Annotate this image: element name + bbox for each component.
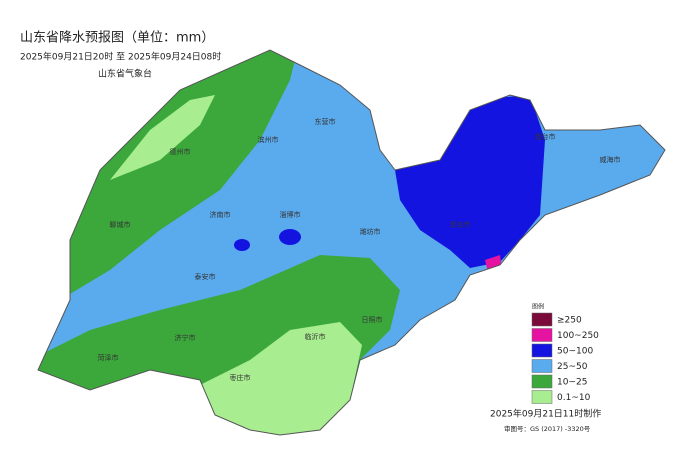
review-number: 审图号：GS (2017) -3320号 (504, 424, 591, 433)
legend-swatch (531, 374, 553, 389)
legend-swatch (531, 390, 553, 404)
legend-label: 0.1~10 (557, 393, 591, 403)
city-label: 东营市 (315, 117, 336, 126)
rain-zone (234, 239, 250, 251)
map-title: 山东省降水预报图（单位：mm） (20, 31, 214, 46)
city-label: 潍坊市 (360, 227, 381, 236)
made-time: 2025年09月21日11时制作 (490, 408, 601, 420)
province-outline (37, 49, 666, 436)
issuer: 山东省气象台 (98, 68, 152, 80)
forecast-period: 2025年09月21日20时 至 2025年09月24日08时 (20, 51, 221, 63)
rain-zone (279, 229, 301, 245)
city-label: 济南市 (210, 210, 231, 219)
city-label: 聊城市 (110, 220, 131, 229)
city-label: 枣庄市 (230, 373, 251, 382)
legend-swatch (531, 359, 553, 373)
city-label: 临沂市 (305, 332, 326, 341)
city-label: 烟台市 (535, 132, 556, 141)
legend-label: 25~50 (557, 362, 588, 372)
legend-swatch (531, 312, 553, 327)
city-label: 德州市 (170, 147, 191, 156)
rain-zone (110, 95, 215, 180)
rain-zone (395, 95, 545, 268)
city-label: 济宁市 (175, 333, 196, 342)
legend-swatch (531, 343, 553, 358)
city-label: 日照市 (362, 315, 383, 324)
city-label: 菏泽市 (98, 353, 119, 362)
legend: 图例 ≥250 100~250 50~100 25~50 10~25 0.1~10 (531, 303, 599, 404)
city-label: 青岛市 (450, 220, 471, 229)
city-label: 泰安市 (195, 272, 216, 281)
legend-swatch (531, 328, 553, 342)
city-label: 威海市 (600, 155, 621, 164)
legend-label: 10~25 (557, 378, 587, 388)
legend-title: 图例 (532, 303, 544, 311)
city-label: 滨州市 (258, 135, 279, 144)
legend-label: ≥250 (557, 316, 582, 326)
city-label: 淄博市 (280, 210, 301, 219)
legend-label: 50~100 (557, 347, 593, 357)
legend-label: 100~250 (557, 331, 599, 341)
rain-zone (200, 322, 362, 435)
